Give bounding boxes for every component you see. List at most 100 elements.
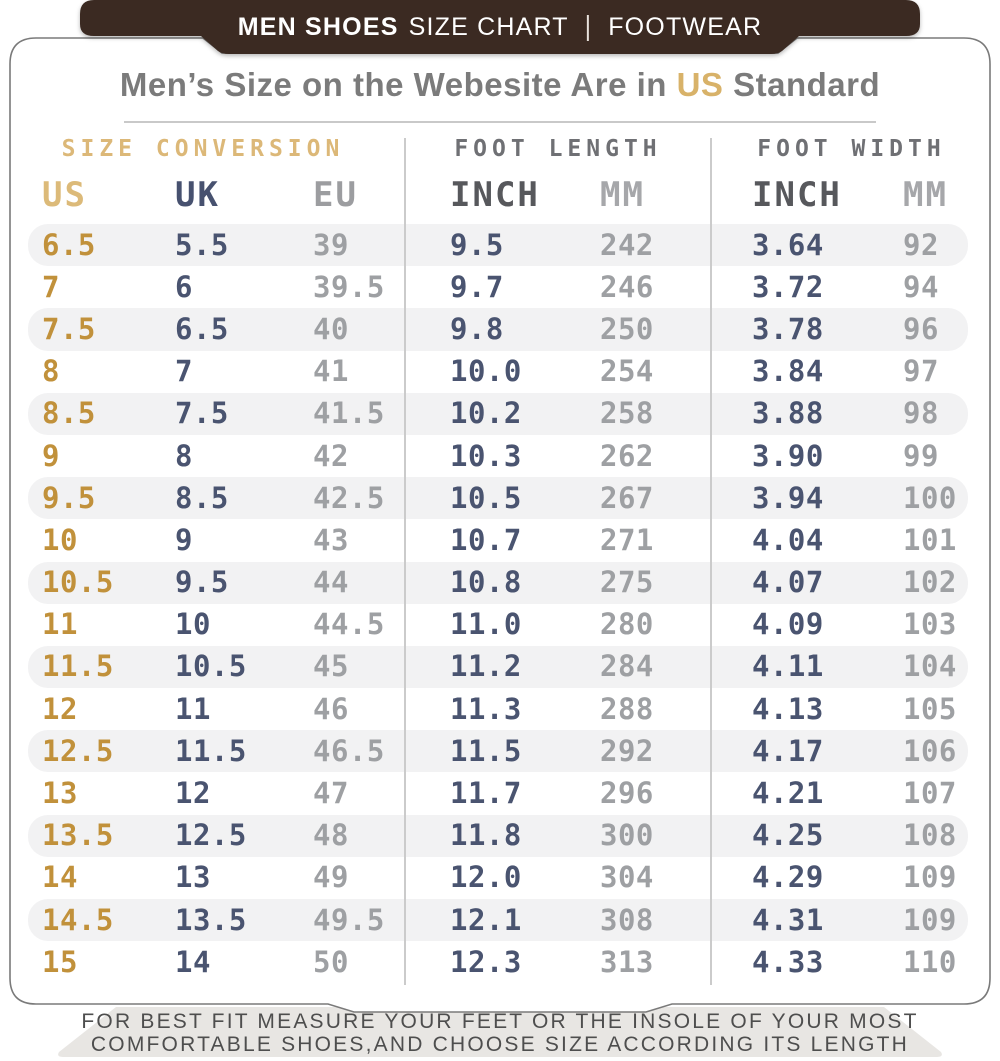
table-cell: 12: [175, 776, 211, 811]
table-cell: 11.7: [450, 776, 522, 811]
table-cell: 11.8: [450, 818, 522, 853]
table-row: 10.5 9.5 44 10.8 275 4.07 102: [28, 561, 968, 604]
table-cell: 39: [313, 227, 349, 262]
table-cell: 10.3: [450, 438, 522, 473]
table-cell: 12.0: [450, 860, 522, 895]
table-cell: 11.5: [175, 733, 247, 768]
table-cell: 10.5: [175, 649, 247, 684]
table-cell: 103: [903, 607, 957, 642]
table-cell: 13: [175, 860, 211, 895]
table-cell: 12.5: [42, 733, 114, 768]
table-cell: 246: [600, 269, 654, 304]
table-cell: 3.90: [752, 438, 824, 473]
page-title: Men’s Size on the Webesite Are in US Sta…: [0, 66, 1000, 104]
table-cell: 296: [600, 776, 654, 811]
table-cell: 4.11: [752, 649, 824, 684]
table-cell: 10.8: [450, 565, 522, 600]
column-header-us: US: [42, 175, 87, 215]
table-cell: 110: [903, 944, 957, 979]
table-row: 14 13 49 12.0 304 4.29 109: [28, 857, 968, 899]
table-cell: 3.94: [752, 480, 824, 515]
table-cell: 9: [175, 522, 193, 557]
table-cell: 104: [903, 649, 957, 684]
table-cell: 14: [175, 944, 211, 979]
table-cell: 6.5: [175, 311, 229, 346]
table-cell: 97: [903, 354, 939, 389]
table-cell: 12.1: [450, 902, 522, 937]
table-cell: 44: [313, 565, 349, 600]
table-cell: 107: [903, 776, 957, 811]
table-cell: 46.5: [313, 733, 385, 768]
header-ribbon: [80, 0, 920, 54]
group-header-foot-width: FOOT WIDTH: [757, 136, 946, 162]
table-cell: 11: [175, 691, 211, 726]
table-cell: 11.2: [450, 649, 522, 684]
table-cell: 12.5: [175, 818, 247, 853]
table-cell: 106: [903, 733, 957, 768]
table-cell: 14.5: [42, 902, 114, 937]
table-cell: 4.04: [752, 522, 824, 557]
table-cell: 47: [313, 776, 349, 811]
table-cell: 50: [313, 944, 349, 979]
table-cell: 4.13: [752, 691, 824, 726]
table-row: 15 14 50 12.3 313 4.33 110: [28, 941, 968, 983]
table-cell: 9.5: [42, 480, 96, 515]
table-row: 10 9 43 10.7 271 4.04 101: [28, 519, 968, 561]
table-cell: 7: [175, 354, 193, 389]
table-cell: 10: [175, 607, 211, 642]
table-cell: 7.5: [42, 311, 96, 346]
footer-note-line2: COMFORTABLE SHOES,AND CHOOSE SIZE ACCORD…: [90, 1033, 910, 1056]
table-cell: 4.17: [752, 733, 824, 768]
table-cell: 13.5: [175, 902, 247, 937]
table-body: 6.5 5.5 39 9.5 242 3.64 92 7 6 39.5 9.7 246 3.72 94 7.…: [28, 224, 968, 983]
table-cell: 102: [903, 565, 957, 600]
banner-brand-label: MEN SHOES: [237, 12, 399, 41]
table-cell: 284: [600, 649, 654, 684]
table-cell: 8.5: [42, 396, 96, 431]
table-cell: 12: [42, 691, 78, 726]
table-cell: 4.25: [752, 818, 824, 853]
table-cell: 271: [600, 522, 654, 557]
table-row: 12.5 11.5 46.5 11.5 292 4.17 106: [28, 730, 968, 773]
table-row: 8.5 7.5 41.5 10.2 258 3.88 98: [28, 392, 968, 435]
table-cell: 308: [600, 902, 654, 937]
table-cell: 39.5: [313, 269, 385, 304]
table-cell: 11.0: [450, 607, 522, 642]
table-cell: 42.5: [313, 480, 385, 515]
table-cell: 4.29: [752, 860, 824, 895]
table-cell: 96: [903, 311, 939, 346]
table-cell: 9: [42, 438, 60, 473]
table-row: 9.5 8.5 42.5 10.5 267 3.94 100: [28, 477, 968, 520]
table-cell: 12.3: [450, 944, 522, 979]
table-cell: 304: [600, 860, 654, 895]
table-row: 13.5 12.5 48 11.8 300 4.25 108: [28, 814, 968, 857]
banner-separator: |: [584, 10, 593, 42]
table-cell: 11.3: [450, 691, 522, 726]
table-cell: 3.88: [752, 396, 824, 431]
table-cell: 10.5: [42, 565, 114, 600]
table-cell: 4.33: [752, 944, 824, 979]
table-row: 7.5 6.5 40 9.8 250 3.78 96: [28, 308, 968, 351]
table-cell: 10.0: [450, 354, 522, 389]
table-cell: 300: [600, 818, 654, 853]
column-header-length-mm: MM: [600, 175, 645, 215]
column-header-eu: EU: [313, 175, 358, 215]
table-cell: 288: [600, 691, 654, 726]
table-row: 12 11 46 11.3 288 4.13 105: [28, 688, 968, 730]
table-cell: 101: [903, 522, 957, 557]
table-cell: 43: [313, 522, 349, 557]
table-cell: 4.07: [752, 565, 824, 600]
group-header-foot-length: FOOT LENGTH: [454, 136, 662, 162]
footer-band: [58, 1007, 942, 1057]
table-cell: 105: [903, 691, 957, 726]
table-cell: 8.5: [175, 480, 229, 515]
table-cell: 10.7: [450, 522, 522, 557]
title-divider: [124, 121, 876, 123]
table-cell: 41: [313, 354, 349, 389]
page-title-highlight: US: [676, 66, 724, 103]
table-cell: 100: [903, 480, 957, 515]
table-cell: 292: [600, 733, 654, 768]
table-cell: 10.5: [450, 480, 522, 515]
table-row: 11.5 10.5 45 11.2 284 4.11 104: [28, 645, 968, 689]
